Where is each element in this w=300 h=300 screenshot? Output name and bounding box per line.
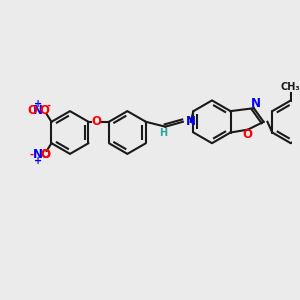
Text: O: O <box>242 128 252 141</box>
Text: +: + <box>34 99 42 109</box>
Text: O: O <box>27 103 37 117</box>
Text: +: + <box>34 156 42 166</box>
Text: -: - <box>29 150 33 160</box>
Text: O: O <box>40 103 50 117</box>
Text: N: N <box>251 97 261 110</box>
Text: O: O <box>40 148 51 161</box>
Text: H: H <box>159 128 167 139</box>
Text: N: N <box>33 148 43 161</box>
Text: CH₃: CH₃ <box>281 82 300 92</box>
Text: N: N <box>33 103 43 117</box>
Text: -: - <box>46 100 50 110</box>
Text: N: N <box>186 115 196 128</box>
Text: O: O <box>91 115 101 128</box>
Text: O: O <box>40 148 51 161</box>
